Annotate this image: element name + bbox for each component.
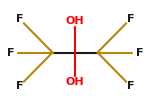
Text: F: F	[127, 14, 134, 24]
Text: F: F	[136, 47, 143, 58]
Text: OH: OH	[66, 77, 84, 87]
Text: F: F	[7, 47, 14, 58]
Text: F: F	[127, 81, 134, 91]
Text: F: F	[16, 14, 23, 24]
Text: F: F	[16, 81, 23, 91]
Text: OH: OH	[66, 16, 84, 26]
